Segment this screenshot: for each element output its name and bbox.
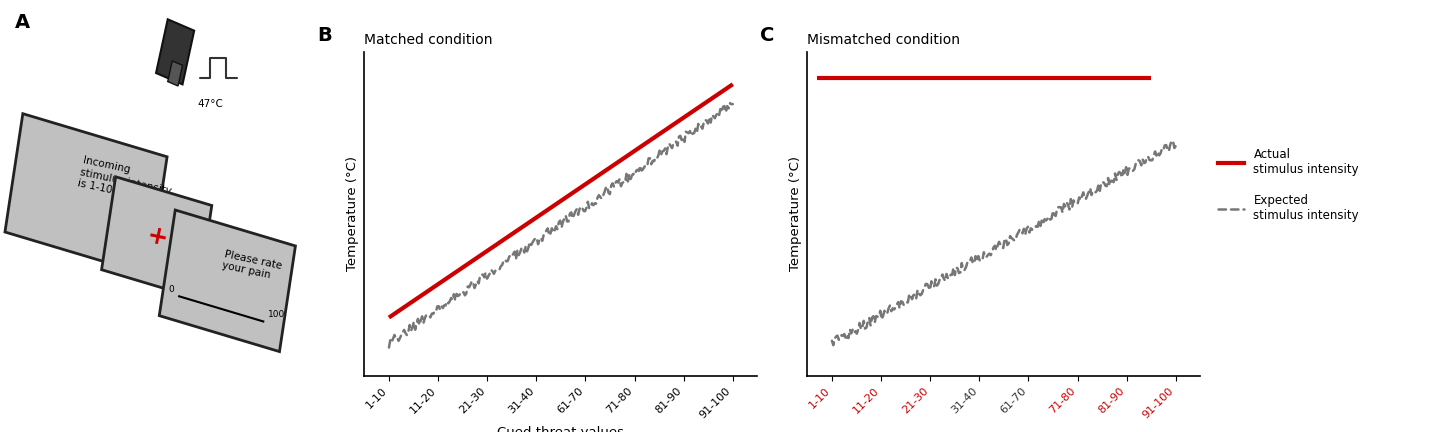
Text: 0: 0: [169, 285, 174, 294]
Text: 100: 100: [267, 310, 286, 319]
Y-axis label: Temperature (°C): Temperature (°C): [789, 156, 802, 271]
Polygon shape: [167, 61, 183, 86]
Polygon shape: [156, 19, 194, 84]
Legend: Actual
stimulus intensity, Expected
stimulus intensity: Actual stimulus intensity, Expected stim…: [1218, 149, 1359, 222]
X-axis label: Cued threat values: Cued threat values: [497, 426, 624, 432]
Text: Incoming
stimulus intensity
is 1-10%: Incoming stimulus intensity is 1-10%: [77, 156, 174, 207]
Text: B: B: [317, 26, 332, 45]
Text: Mismatched condition: Mismatched condition: [807, 32, 960, 47]
Text: 47°C: 47°C: [197, 99, 223, 109]
Polygon shape: [101, 177, 211, 299]
Text: Matched condition: Matched condition: [364, 32, 493, 47]
Y-axis label: Temperature (°C): Temperature (°C): [346, 156, 359, 271]
Polygon shape: [159, 210, 296, 352]
Text: Please rate
your pain: Please rate your pain: [221, 249, 283, 283]
Text: C: C: [760, 26, 775, 45]
Text: A: A: [16, 13, 30, 32]
Text: +: +: [144, 224, 170, 251]
Polygon shape: [4, 114, 167, 275]
